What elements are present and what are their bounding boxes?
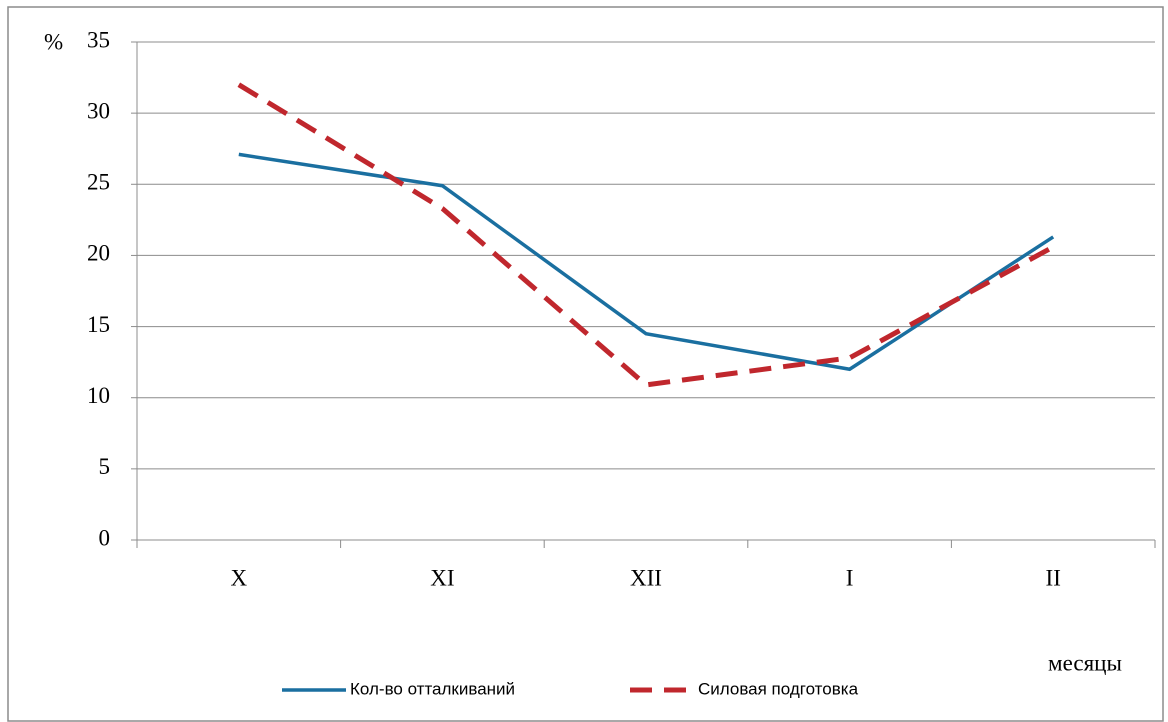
y-tick-label: 0	[99, 525, 111, 550]
x-tick-label: XII	[630, 565, 662, 590]
y-tick-label: 15	[87, 312, 110, 337]
x-tick-label: II	[1046, 565, 1061, 590]
y-tick-label: 10	[87, 383, 110, 408]
x-tick-label: X	[230, 565, 247, 590]
legend-label: Силовая подготовка	[698, 679, 859, 698]
y-tick-label: 35	[87, 27, 110, 52]
y-tick-label: 20	[87, 241, 110, 266]
x-tick-label: I	[846, 565, 854, 590]
x-tick-label: XI	[430, 565, 454, 590]
y-axis-label: %	[44, 29, 63, 54]
line-series	[238, 152, 1055, 372]
y-tick-label: 25	[87, 170, 110, 195]
chart-frame	[7, 6, 1164, 722]
y-tick-label: 30	[87, 98, 110, 123]
line-series	[237, 82, 1055, 388]
legend-label: Кол-во отталкиваний	[350, 679, 515, 698]
x-axis-label: месяцы	[1048, 650, 1122, 675]
y-tick-label: 5	[99, 454, 111, 479]
